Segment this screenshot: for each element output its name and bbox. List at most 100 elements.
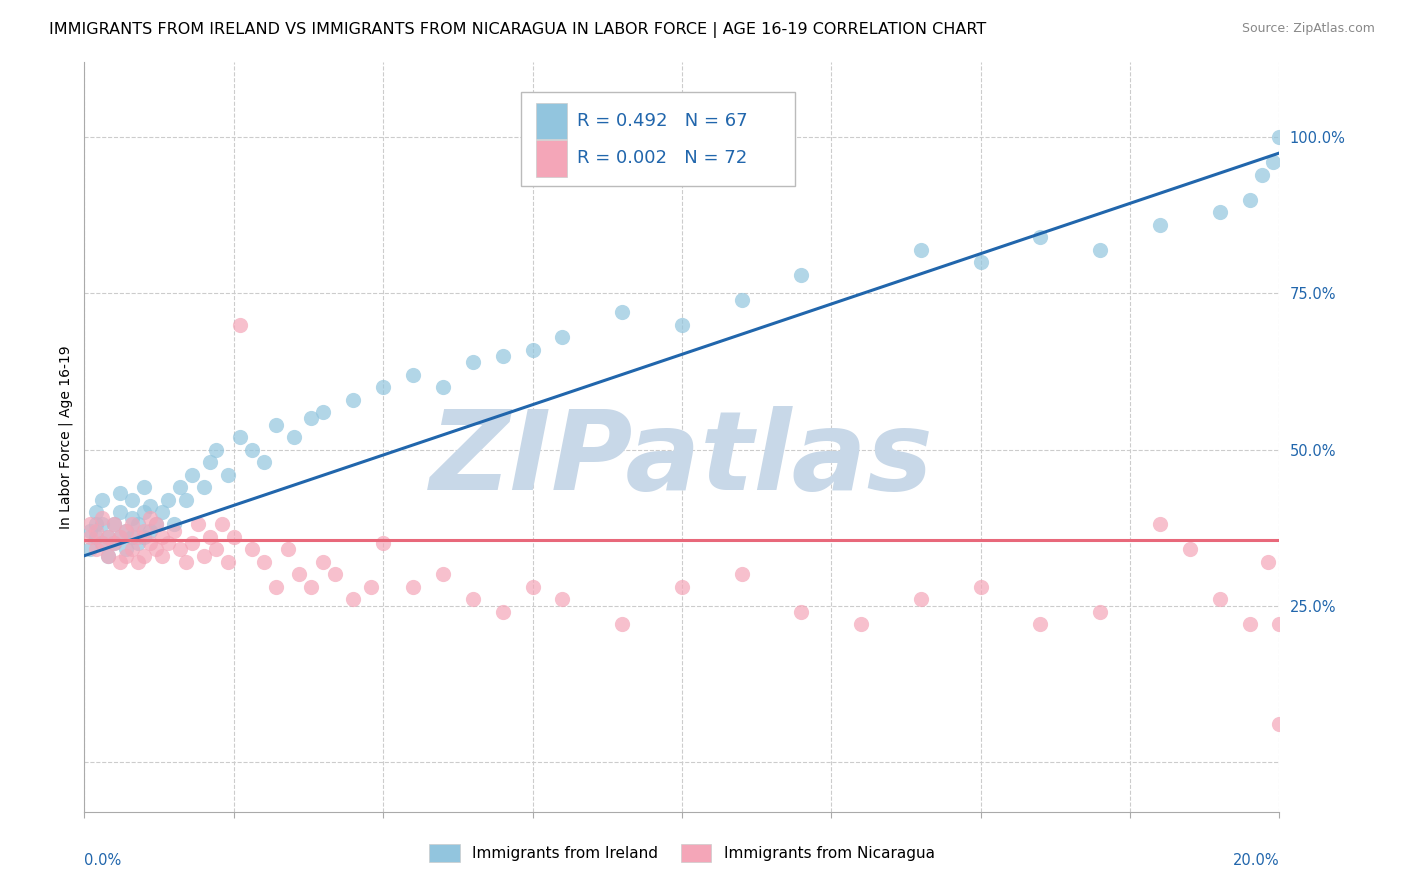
Point	[1149, 218, 1171, 232]
Point	[139, 499, 162, 513]
Point	[91, 536, 114, 550]
Point	[277, 542, 299, 557]
Point	[174, 555, 197, 569]
Point	[198, 530, 221, 544]
Point	[205, 442, 228, 457]
Point	[115, 524, 138, 538]
Point	[402, 368, 425, 382]
Point	[127, 530, 149, 544]
Point	[1149, 517, 1171, 532]
Point	[731, 567, 754, 582]
Point	[127, 536, 149, 550]
Point	[181, 536, 204, 550]
Point	[110, 505, 132, 519]
Point	[1239, 617, 1261, 632]
Point	[1268, 717, 1291, 731]
Point	[522, 343, 544, 357]
Point	[253, 455, 276, 469]
Point	[325, 567, 347, 582]
Point	[373, 380, 395, 394]
Point	[91, 492, 114, 507]
Point	[1029, 230, 1052, 244]
Point	[150, 505, 173, 519]
Point	[91, 511, 114, 525]
Point	[150, 530, 173, 544]
Point	[121, 492, 143, 507]
Point	[103, 517, 125, 532]
Point	[522, 580, 544, 594]
Point	[79, 542, 101, 557]
Point	[163, 524, 186, 538]
Point	[1029, 617, 1052, 632]
Point	[103, 517, 125, 532]
Point	[139, 511, 162, 525]
Point	[181, 467, 204, 482]
Point	[342, 392, 364, 407]
Point	[222, 530, 245, 544]
Point	[97, 530, 120, 544]
Text: 20.0%: 20.0%	[1233, 853, 1279, 868]
Point	[103, 536, 125, 550]
Point	[264, 417, 287, 432]
Point	[110, 530, 132, 544]
Y-axis label: In Labor Force | Age 16-19: In Labor Force | Age 16-19	[59, 345, 73, 529]
Point	[115, 549, 138, 563]
Point	[198, 455, 221, 469]
Point	[970, 255, 993, 269]
Point	[301, 411, 323, 425]
Point	[253, 555, 276, 569]
Point	[1263, 155, 1285, 169]
Point	[1239, 193, 1261, 207]
Point	[121, 542, 143, 557]
Point	[1209, 205, 1232, 219]
Text: 0.0%: 0.0%	[84, 853, 121, 868]
Text: Source: ZipAtlas.com: Source: ZipAtlas.com	[1241, 22, 1375, 36]
Point	[461, 355, 484, 369]
Point	[86, 517, 108, 532]
Point	[910, 592, 932, 607]
Point	[211, 517, 233, 532]
Text: IMMIGRANTS FROM IRELAND VS IMMIGRANTS FROM NICARAGUA IN LABOR FORCE | AGE 16-19 : IMMIGRANTS FROM IRELAND VS IMMIGRANTS FR…	[49, 22, 987, 38]
Text: R = 0.492   N = 67: R = 0.492 N = 67	[576, 112, 748, 130]
Point	[1257, 555, 1279, 569]
Point	[121, 511, 143, 525]
Point	[1250, 168, 1272, 182]
Point	[145, 542, 167, 557]
Point	[132, 530, 156, 544]
Point	[132, 480, 156, 494]
FancyBboxPatch shape	[536, 103, 567, 139]
Point	[86, 505, 108, 519]
Point	[671, 580, 693, 594]
Point	[228, 430, 252, 444]
Point	[671, 318, 693, 332]
Point	[169, 542, 191, 557]
Point	[121, 517, 143, 532]
Point	[97, 549, 120, 563]
Point	[145, 517, 167, 532]
Point	[492, 605, 515, 619]
Point	[205, 542, 228, 557]
Point	[851, 617, 873, 632]
Point	[612, 305, 634, 319]
Point	[373, 536, 395, 550]
Point	[551, 592, 574, 607]
Point	[103, 536, 125, 550]
Point	[1209, 592, 1232, 607]
Point	[193, 549, 215, 563]
Point	[86, 530, 108, 544]
Point	[193, 480, 215, 494]
Point	[342, 592, 364, 607]
Point	[731, 293, 754, 307]
Point	[163, 517, 186, 532]
FancyBboxPatch shape	[536, 140, 567, 177]
Point	[288, 567, 311, 582]
Point	[86, 542, 108, 557]
Point	[115, 542, 138, 557]
Point	[240, 442, 263, 457]
Point	[228, 318, 252, 332]
Point	[110, 486, 132, 500]
Point	[110, 530, 132, 544]
FancyBboxPatch shape	[520, 93, 796, 186]
Point	[115, 524, 138, 538]
Point	[1178, 542, 1201, 557]
